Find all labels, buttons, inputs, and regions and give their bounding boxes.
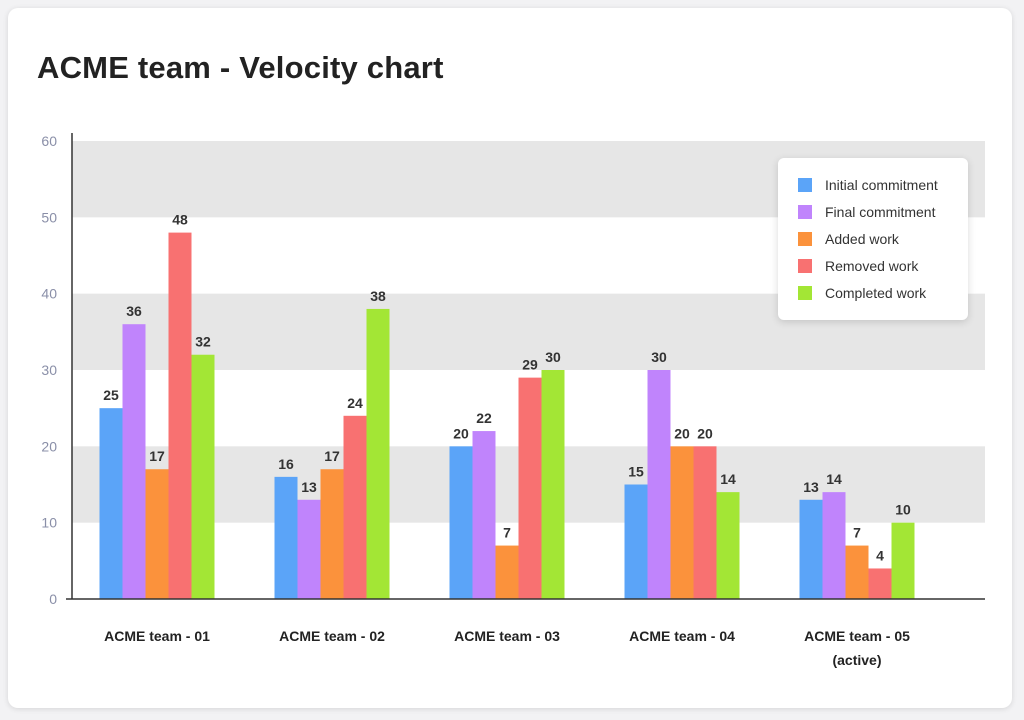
legend-item: Initial commitment bbox=[798, 175, 938, 195]
bar-value-label: 16 bbox=[278, 456, 294, 472]
bar bbox=[518, 377, 542, 599]
bar-value-label: 20 bbox=[674, 425, 690, 441]
bar bbox=[647, 370, 671, 599]
bar-value-label: 36 bbox=[126, 303, 142, 319]
legend-label: Initial commitment bbox=[825, 177, 938, 193]
bar bbox=[366, 308, 390, 599]
bar bbox=[624, 484, 648, 599]
bar-value-label: 7 bbox=[853, 525, 861, 541]
bar bbox=[320, 469, 344, 599]
bar-value-label: 14 bbox=[720, 471, 736, 487]
y-tick-label: 50 bbox=[41, 209, 57, 225]
y-tick-label: 60 bbox=[41, 133, 57, 149]
legend-item: Added work bbox=[798, 229, 899, 249]
bar bbox=[99, 408, 123, 599]
bar bbox=[145, 469, 169, 599]
bar bbox=[891, 522, 915, 599]
bar bbox=[693, 446, 717, 599]
y-tick-label: 0 bbox=[49, 591, 57, 607]
bar-value-label: 7 bbox=[503, 525, 511, 541]
bar bbox=[343, 415, 367, 599]
bar-value-label: 17 bbox=[324, 448, 340, 464]
bar bbox=[449, 446, 473, 599]
x-category-label: ACME team - 02 bbox=[279, 628, 385, 644]
bar-value-label: 25 bbox=[103, 387, 119, 403]
legend-label: Removed work bbox=[825, 258, 919, 274]
bar bbox=[799, 499, 823, 599]
y-tick-label: 40 bbox=[41, 286, 57, 302]
bar-value-label: 30 bbox=[651, 349, 667, 365]
bar-value-label: 15 bbox=[628, 464, 644, 480]
bar-value-label: 14 bbox=[826, 471, 842, 487]
x-category-label: ACME team - 05 bbox=[804, 628, 910, 644]
bar-value-label: 20 bbox=[453, 425, 469, 441]
bar-value-label: 17 bbox=[149, 448, 165, 464]
bar-value-label: 4 bbox=[876, 547, 884, 563]
bar-value-label: 13 bbox=[803, 479, 819, 495]
bar-value-label: 29 bbox=[522, 357, 538, 373]
bar-value-label: 24 bbox=[347, 395, 363, 411]
bar bbox=[716, 492, 740, 599]
bar bbox=[274, 476, 298, 599]
bar bbox=[168, 232, 192, 599]
legend-item: Final commitment bbox=[798, 202, 935, 222]
legend-item: Removed work bbox=[798, 256, 918, 276]
bar-value-label: 20 bbox=[697, 425, 713, 441]
legend-swatch bbox=[798, 178, 812, 192]
x-category-label: (active) bbox=[832, 652, 881, 668]
bar-value-label: 10 bbox=[895, 502, 911, 518]
bar bbox=[191, 354, 215, 599]
y-tick-label: 10 bbox=[41, 515, 57, 531]
bar bbox=[845, 545, 869, 599]
chart-legend: Initial commitment Final commitment Added … bbox=[778, 158, 968, 320]
legend-label: Added work bbox=[825, 231, 899, 247]
legend-label: Final commitment bbox=[825, 204, 936, 220]
legend-label: Completed work bbox=[825, 285, 927, 301]
x-category-label: ACME team - 03 bbox=[454, 628, 560, 644]
chart-title: ACME team - Velocity chart bbox=[37, 50, 444, 85]
legend-swatch bbox=[798, 286, 812, 300]
y-tick-label: 20 bbox=[41, 438, 57, 454]
legend-swatch bbox=[798, 205, 812, 219]
bar-value-label: 48 bbox=[172, 212, 188, 228]
y-tick-label: 30 bbox=[41, 362, 57, 378]
x-category-label: ACME team - 04 bbox=[629, 628, 735, 644]
bar bbox=[822, 492, 846, 599]
bar-value-label: 30 bbox=[545, 349, 561, 365]
legend-swatch bbox=[798, 232, 812, 246]
bar bbox=[541, 370, 565, 599]
bar bbox=[122, 324, 146, 599]
bar bbox=[868, 568, 892, 599]
bar bbox=[472, 431, 496, 599]
bar bbox=[495, 545, 519, 599]
bar-value-label: 13 bbox=[301, 479, 317, 495]
bar bbox=[297, 499, 321, 599]
bar-value-label: 22 bbox=[476, 410, 492, 426]
bar-value-label: 32 bbox=[195, 334, 211, 350]
bar-value-label: 38 bbox=[370, 288, 386, 304]
legend-swatch bbox=[798, 259, 812, 273]
legend-item: Completed work bbox=[798, 283, 926, 303]
x-category-label: ACME team - 01 bbox=[104, 628, 210, 644]
bar bbox=[670, 446, 694, 599]
